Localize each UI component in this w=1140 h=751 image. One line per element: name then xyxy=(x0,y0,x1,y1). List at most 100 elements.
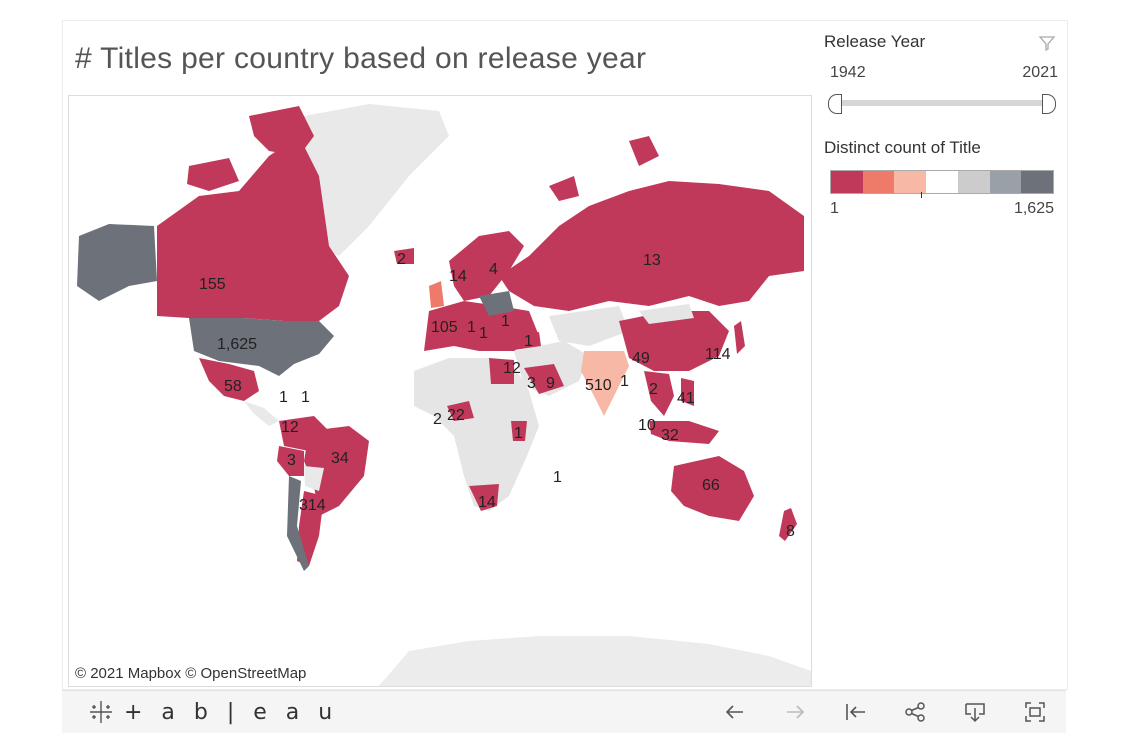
se-asia-shape[interactable] xyxy=(644,371,674,416)
china-shape[interactable] xyxy=(619,311,729,371)
argentina-shape[interactable] xyxy=(297,491,324,566)
download-icon[interactable] xyxy=(962,699,988,725)
russia-arctic-shape[interactable] xyxy=(549,176,579,201)
legend-swatch xyxy=(862,171,895,193)
label-nigeria: 22 xyxy=(447,407,465,424)
kenya-shape[interactable] xyxy=(511,421,527,441)
peru-shape[interactable] xyxy=(277,446,304,476)
label-italy: 1 xyxy=(479,325,488,342)
saudi-shape[interactable] xyxy=(524,364,564,394)
legend-swatch xyxy=(1021,171,1054,193)
filter-min-value: 1942 xyxy=(830,64,866,81)
label-norway: 14 xyxy=(449,268,467,285)
label-mauritius: 1 xyxy=(553,469,562,486)
map-attribution[interactable]: © 2021 Mapbox © OpenStreetMap xyxy=(75,665,307,682)
label-usa: 1,625 xyxy=(217,336,257,353)
philippines-shape[interactable] xyxy=(681,378,694,406)
bolivia-shape xyxy=(304,466,324,491)
arctic-islands-2-shape[interactable] xyxy=(187,158,239,191)
indonesia-shape[interactable] xyxy=(649,421,719,444)
iceland-shape[interactable] xyxy=(394,248,414,264)
label-ghana: 2 xyxy=(433,411,442,428)
mexico-shape[interactable] xyxy=(199,358,259,401)
label-japan: 114 xyxy=(705,346,731,363)
label-iceland: 2 xyxy=(397,251,406,268)
label-australia: 66 xyxy=(702,477,720,494)
label-malaysia: 10 xyxy=(638,417,656,434)
legend-min-label: 1 xyxy=(830,200,839,217)
label-brazil: 34 xyxy=(331,450,349,467)
slider-handle-max[interactable] xyxy=(1042,94,1056,114)
eastern-europe-shape xyxy=(479,291,514,316)
label-peru: 3 xyxy=(287,452,296,469)
canada-shape[interactable] xyxy=(157,136,349,321)
arctic-islands-shape[interactable] xyxy=(249,106,314,156)
legend-max-label: 1,625 xyxy=(1013,200,1054,217)
antarctica-shape xyxy=(379,636,811,686)
label-philippines: 41 xyxy=(677,390,695,407)
brazil-shape[interactable] xyxy=(304,426,369,516)
redo-icon[interactable] xyxy=(782,699,808,725)
label-finland: 4 xyxy=(489,261,498,278)
share-icon[interactable] xyxy=(902,699,928,725)
revert-icon[interactable] xyxy=(842,699,868,725)
label-china: 49 xyxy=(632,350,650,367)
nigeria-shape[interactable] xyxy=(447,401,474,421)
legend-tick xyxy=(921,192,922,198)
tableau-logo[interactable]: + a b | e a u xyxy=(88,699,338,725)
color-legend xyxy=(830,170,1054,194)
page-title: # Titles per country based on release ye… xyxy=(75,42,647,75)
label-saudi-arabia: 3 xyxy=(527,375,536,392)
new-zealand-shape[interactable] xyxy=(779,508,797,541)
release-year-slider[interactable] xyxy=(834,100,1046,106)
label-indonesia: 32 xyxy=(661,427,679,444)
label-bangladesh: 1 xyxy=(620,373,629,390)
tableau-wordmark: + a b | e a u xyxy=(124,699,339,725)
japan-shape[interactable] xyxy=(734,321,745,354)
russia-arctic-2-shape[interactable] xyxy=(629,136,659,166)
africa-shape xyxy=(414,358,539,511)
label-turkey: 1 xyxy=(524,333,533,350)
label-dominican-republic: 1 xyxy=(301,389,310,406)
legend-swatch xyxy=(957,171,990,193)
label-russia: 13 xyxy=(643,252,661,269)
label-france: 105 xyxy=(431,319,458,336)
india-shape[interactable] xyxy=(581,351,629,416)
label-argentina: 314 xyxy=(299,497,326,514)
usa-shape[interactable] xyxy=(189,318,334,376)
undo-icon[interactable] xyxy=(722,699,748,725)
south-africa-shape[interactable] xyxy=(469,484,499,511)
label-canada: 155 xyxy=(199,276,226,293)
fullscreen-icon[interactable] xyxy=(1022,699,1048,725)
legend-swatch xyxy=(894,171,927,193)
filter-title: Release Year xyxy=(824,32,926,51)
legend-swatch xyxy=(989,171,1022,193)
egypt-shape[interactable] xyxy=(489,358,514,384)
russia-shape[interactable] xyxy=(499,181,804,311)
label-ukraine: 1 xyxy=(501,313,510,330)
uk-shape[interactable] xyxy=(429,281,444,308)
label-india: 510 xyxy=(585,377,612,394)
chile-shape[interactable] xyxy=(287,476,309,571)
central-america-shape xyxy=(244,401,279,426)
funnel-icon[interactable] xyxy=(1038,34,1056,52)
turkey-shape[interactable] xyxy=(509,332,541,350)
label-new-zealand: 8 xyxy=(786,523,795,540)
legend-title: Distinct count of Title xyxy=(824,138,981,157)
label-egypt: 12 xyxy=(503,360,521,377)
label-mexico: 58 xyxy=(224,378,242,395)
legend-swatch xyxy=(926,171,958,193)
label-thailand: 2 xyxy=(649,381,658,398)
label-colombia: 12 xyxy=(281,419,299,436)
central-asia-shape xyxy=(549,306,629,346)
world-map[interactable]: 155 1,625 58 1 1 12 3 34 314 2 14 4 13 1… xyxy=(68,95,812,687)
alaska-shape[interactable] xyxy=(77,224,157,301)
slider-handle-min[interactable] xyxy=(828,94,842,114)
scandinavia-shape[interactable] xyxy=(449,231,524,301)
label-switzerland: 1 xyxy=(467,319,476,336)
tableau-toolbar: + a b | e a u xyxy=(62,690,1066,733)
map-svg[interactable]: 155 1,625 58 1 1 12 3 34 314 2 14 4 13 1… xyxy=(69,96,811,686)
legend-swatch xyxy=(831,171,863,193)
label-cuba: 1 xyxy=(279,389,288,406)
australia-shape[interactable] xyxy=(671,456,754,521)
